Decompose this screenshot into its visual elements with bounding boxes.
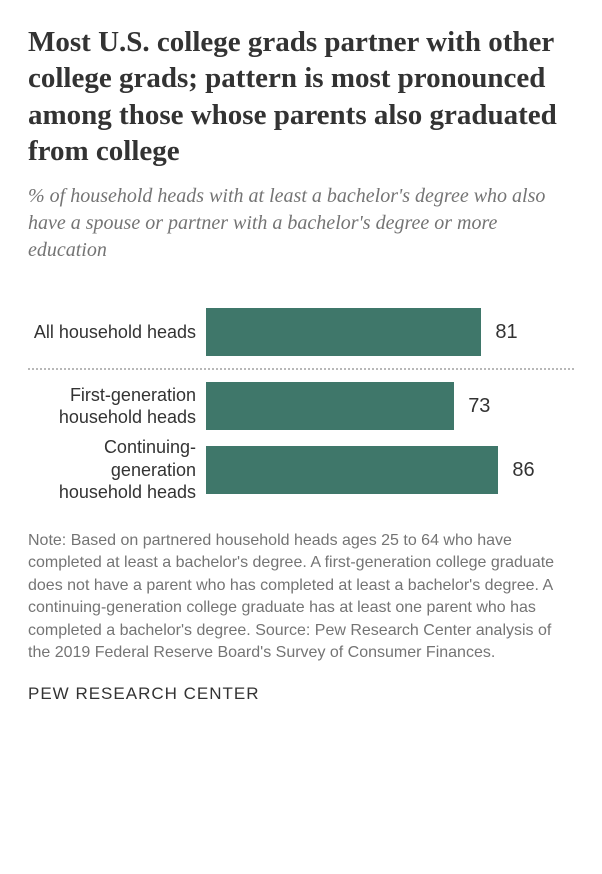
bar-value: 81 xyxy=(495,321,517,344)
chart-title: Most U.S. college grads partner with oth… xyxy=(28,24,574,169)
bar-value: 86 xyxy=(512,459,534,482)
bar-track: 81 xyxy=(206,308,546,356)
bar-value: 73 xyxy=(468,395,490,418)
bar-chart: All household heads 81 First-generation … xyxy=(28,300,574,502)
bar-track: 73 xyxy=(206,382,546,430)
source-attribution: PEW RESEARCH CENTER xyxy=(28,684,574,704)
bar-fill xyxy=(206,308,481,356)
bar-row: All household heads 81 xyxy=(28,300,574,364)
group-divider xyxy=(28,368,574,370)
bar-fill xyxy=(206,446,498,494)
bar-label: Continuing-generation household heads xyxy=(28,436,206,504)
chart-subtitle: % of household heads with at least a bac… xyxy=(28,183,574,264)
bar-label: First-generation household heads xyxy=(28,384,206,429)
chart-note: Note: Based on partnered household heads… xyxy=(28,530,574,664)
bar-label: All household heads xyxy=(28,321,206,344)
bar-row: First-generation household heads 73 xyxy=(28,374,574,438)
bar-fill xyxy=(206,382,454,430)
bar-track: 86 xyxy=(206,446,546,494)
bar-row: Continuing-generation household heads 86 xyxy=(28,438,574,502)
